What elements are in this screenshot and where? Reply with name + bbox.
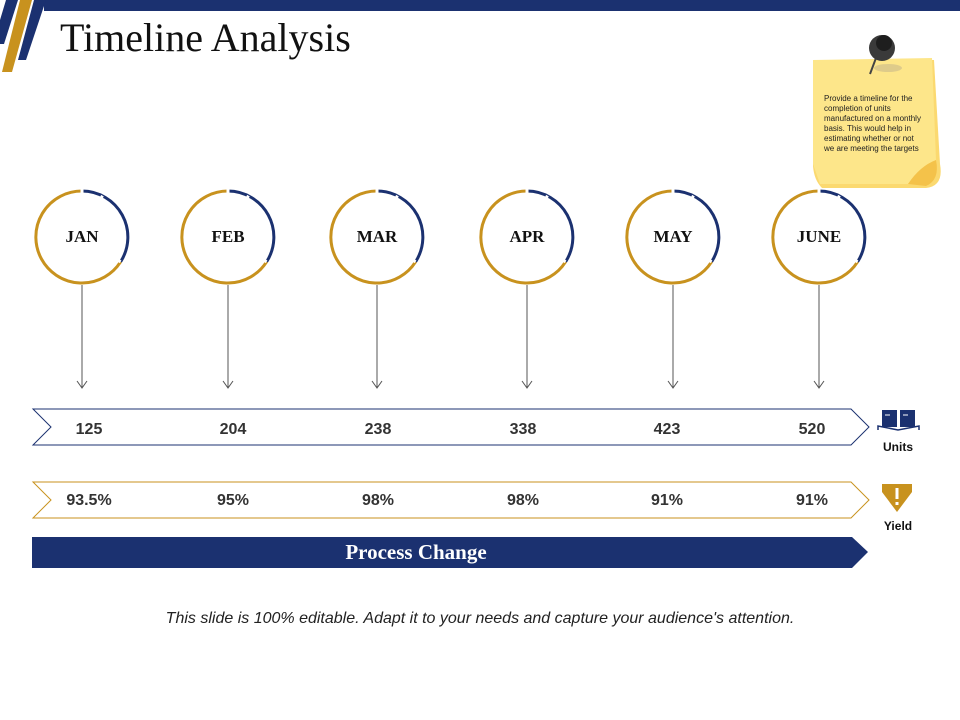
page-title: Timeline Analysis — [60, 15, 351, 60]
units-value-mar: 238 — [364, 421, 392, 438]
top-accent-bar — [44, 0, 960, 11]
month-label: JUNE — [796, 227, 842, 246]
month-circle-june: JUNE — [771, 189, 867, 285]
units-value-may: 423 — [653, 421, 681, 438]
corner-stripes-decoration — [0, 0, 46, 72]
ring-icon — [479, 189, 575, 285]
units-value-june: 520 — [798, 421, 826, 438]
yield-value-mar: 98% — [361, 492, 395, 509]
yield-label: Yield — [883, 519, 913, 533]
process-change-text: Process Change — [345, 540, 487, 564]
month-circle-may: MAY — [625, 189, 721, 285]
units-value-feb: 204 — [219, 421, 247, 438]
ring-icon — [329, 189, 425, 285]
ring-icon — [34, 189, 130, 285]
yield-value-may: 91% — [650, 492, 684, 509]
month-circle-feb: FEB — [180, 189, 276, 285]
month-label: APR — [509, 227, 545, 246]
yield-value-june: 91% — [795, 492, 829, 509]
sticky-note — [813, 58, 941, 188]
ring-icon — [625, 189, 721, 285]
ring-icon — [180, 189, 276, 285]
pushpin-icon — [869, 35, 902, 75]
month-circle-mar: MAR — [329, 189, 425, 285]
timeline-connectors — [76, 285, 825, 389]
month-label: FEB — [211, 227, 245, 246]
units-value-jan: 125 — [75, 421, 103, 438]
warning-icon — [882, 484, 912, 512]
yield-value-jan: 93.5% — [66, 492, 112, 509]
yield-value-apr: 98% — [506, 492, 540, 509]
month-circle-jan: JAN — [34, 189, 130, 285]
note-text: Provide a timeline for the completion of… — [824, 94, 921, 153]
yield-value-feb: 95% — [216, 492, 250, 509]
month-label: MAR — [356, 227, 398, 246]
footer-caption: This slide is 100% editable. Adapt it to… — [165, 610, 795, 627]
month-label: MAY — [653, 227, 693, 246]
ring-icon — [771, 189, 867, 285]
units-label: Units — [883, 440, 913, 454]
process-change-label: Process Change — [32, 537, 868, 568]
book-icon — [877, 410, 920, 431]
month-circle-apr: APR — [479, 189, 575, 285]
units-value-apr: 338 — [509, 421, 537, 438]
month-label: JAN — [65, 227, 99, 246]
